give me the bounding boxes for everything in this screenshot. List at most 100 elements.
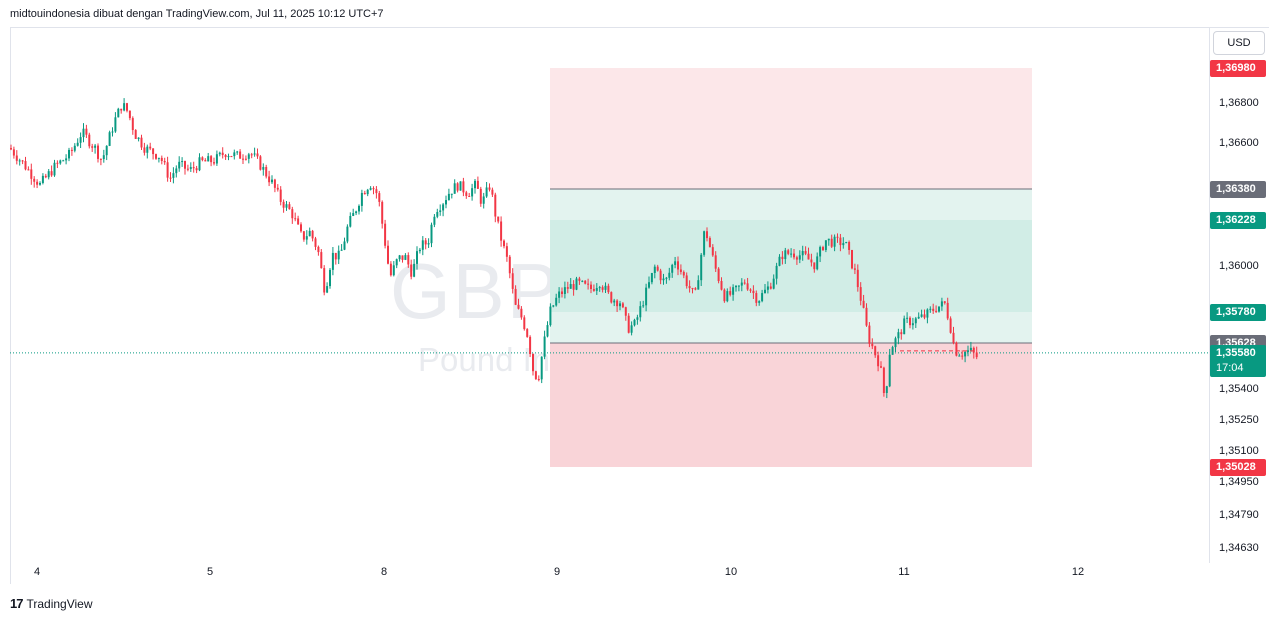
candle-body — [172, 173, 175, 178]
candle-body — [401, 255, 404, 260]
candle-body — [650, 273, 653, 283]
candle-body — [73, 145, 76, 151]
candle-body — [848, 242, 851, 250]
time-tick-label: 8 — [380, 566, 388, 578]
candle-body — [926, 309, 929, 318]
candle-body — [842, 243, 845, 246]
currency-button[interactable]: USD — [1213, 31, 1265, 55]
candle-body — [82, 128, 85, 138]
candle-body — [294, 218, 297, 220]
candle-body — [494, 194, 497, 217]
candle-body — [972, 347, 975, 353]
time-tick-label: 5 — [206, 566, 214, 578]
time-tick-label: 9 — [553, 566, 561, 578]
candle-body — [381, 201, 384, 224]
candle-body — [633, 319, 636, 326]
candle-body — [244, 158, 247, 160]
candle-body — [491, 189, 494, 195]
candle-body — [88, 134, 91, 147]
candle-body — [387, 245, 389, 264]
candle-body — [33, 178, 36, 182]
candle-body — [282, 201, 285, 208]
candle-body — [726, 291, 729, 302]
candle-body — [120, 108, 123, 111]
candle-body — [308, 230, 311, 237]
candle-body — [558, 291, 561, 298]
candle-body — [935, 310, 938, 312]
candle-body — [505, 246, 508, 257]
candle-body — [853, 268, 856, 270]
candle-body — [563, 287, 566, 294]
candle-body — [65, 158, 68, 161]
candle-body — [398, 255, 401, 260]
candle-body — [761, 293, 764, 302]
candle-body — [856, 269, 859, 288]
price-level-label: 1,36980 — [1210, 60, 1266, 77]
candle-body — [772, 278, 775, 289]
candle-body — [961, 355, 964, 357]
candle-body — [456, 183, 459, 191]
candle-body — [198, 157, 201, 171]
candle-body — [587, 283, 590, 285]
candle-body — [859, 287, 862, 301]
candle-body — [288, 204, 291, 210]
candle-body — [903, 318, 906, 335]
candle-body — [679, 269, 682, 272]
candle-body — [619, 303, 621, 307]
candle-body — [250, 154, 253, 156]
candle-body — [648, 282, 650, 288]
candle-body — [546, 325, 549, 337]
price-tick-label: 1,36000 — [1219, 260, 1259, 272]
candle-body — [56, 162, 59, 164]
candle-body — [302, 231, 305, 240]
candle-body — [195, 168, 198, 171]
candle-body — [126, 103, 128, 111]
candle-body — [395, 259, 398, 266]
candle-body — [746, 283, 749, 290]
candle-body — [743, 282, 746, 284]
candle-body — [346, 226, 349, 242]
candle-body — [155, 154, 157, 159]
candle-body — [285, 204, 288, 208]
candle-body — [358, 205, 360, 212]
candle-body — [534, 371, 537, 380]
candle-body — [117, 108, 120, 118]
candle-body — [752, 290, 755, 294]
candle-body — [645, 287, 648, 306]
candle-body — [503, 240, 505, 247]
candlestick-chart[interactable] — [10, 28, 1209, 563]
candle-body — [305, 236, 308, 240]
price-level-label: 1,35028 — [1210, 459, 1266, 476]
price-axis[interactable] — [1209, 28, 1269, 563]
candle-body — [334, 252, 337, 260]
candle-body — [540, 356, 543, 380]
tradingview-logo[interactable]: 17 TradingView — [10, 596, 93, 611]
chart-pane[interactable]: GBPUSD, 30 Pound Inggris / Dollar AS — [10, 28, 1209, 563]
candle-body — [384, 223, 387, 246]
candle-body — [363, 192, 366, 195]
candle-body — [900, 332, 903, 335]
candle-body — [877, 355, 880, 367]
candle-body — [621, 303, 624, 308]
last-price-label: 1,35580 17:04 — [1210, 344, 1266, 377]
candle-body — [706, 231, 708, 239]
candle-body — [404, 255, 407, 260]
price-tick-label: 1,36600 — [1219, 137, 1259, 149]
candle-body — [99, 158, 102, 160]
candle-body — [392, 265, 395, 276]
candle-body — [378, 193, 381, 202]
candle-body — [450, 193, 453, 195]
candle-body — [755, 293, 758, 303]
candle-body — [352, 213, 355, 216]
candle-body — [514, 288, 517, 305]
candle-body — [784, 250, 787, 260]
zone-stop — [550, 68, 1032, 189]
candle-body — [349, 215, 352, 227]
candle-body — [865, 307, 868, 326]
candle-body — [369, 188, 372, 190]
candle-body — [111, 131, 114, 133]
candle-body — [662, 278, 665, 281]
candle-body — [711, 247, 714, 256]
zone-loss — [550, 343, 1032, 467]
candle-body — [462, 181, 465, 193]
